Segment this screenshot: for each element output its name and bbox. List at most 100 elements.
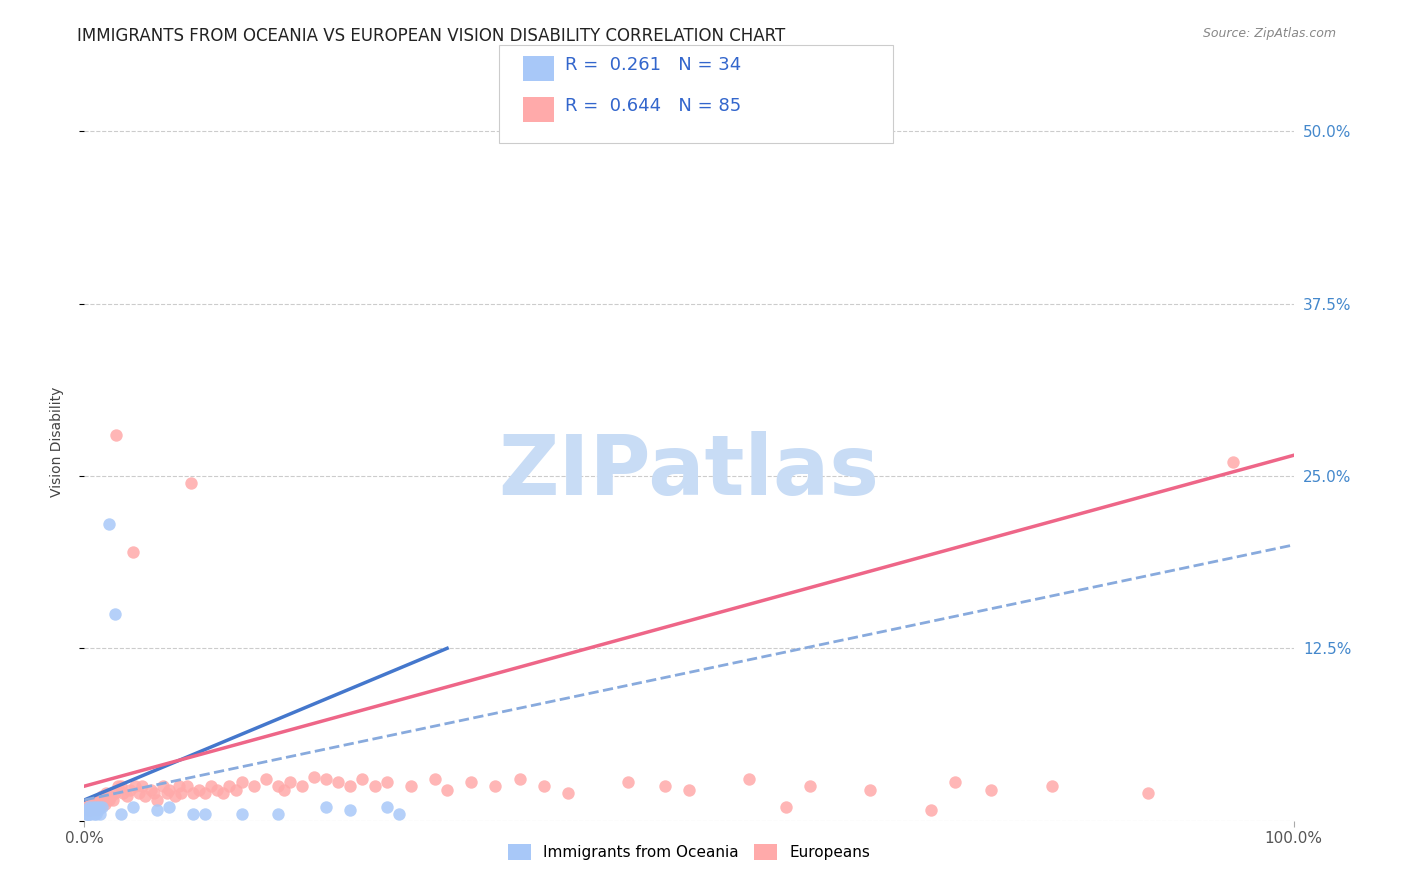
Point — [87, 800, 110, 814]
Point — [212, 786, 235, 800]
Point — [82, 797, 104, 811]
Point — [1040, 779, 1063, 793]
Point — [104, 427, 127, 442]
Point — [107, 779, 129, 793]
Legend: Immigrants from Oceania, Europeans: Immigrants from Oceania, Europeans — [502, 838, 876, 866]
Point — [83, 806, 105, 821]
Point — [77, 797, 100, 811]
Point — [181, 806, 204, 821]
Point — [93, 793, 115, 807]
Point — [139, 783, 162, 797]
Point — [231, 775, 253, 789]
Point — [75, 800, 97, 814]
Point — [980, 783, 1002, 797]
Point — [97, 793, 120, 807]
Point — [80, 805, 103, 820]
Point — [84, 793, 107, 807]
Point — [291, 779, 314, 793]
Point — [89, 800, 111, 814]
Point — [84, 803, 107, 817]
Point — [97, 517, 120, 532]
Point — [194, 786, 217, 800]
Point — [76, 803, 98, 817]
Point — [94, 786, 117, 800]
Point — [170, 786, 193, 800]
Point — [188, 783, 211, 797]
Point — [315, 772, 337, 787]
Point — [231, 806, 253, 821]
Point — [112, 786, 135, 800]
Point — [76, 806, 98, 821]
Point — [557, 786, 579, 800]
Point — [77, 806, 100, 821]
Point — [77, 803, 100, 817]
Point — [273, 783, 295, 797]
Point — [89, 806, 111, 821]
Point — [83, 800, 105, 814]
Point — [352, 772, 374, 787]
Point — [75, 806, 97, 821]
Point — [920, 803, 942, 817]
Point — [339, 779, 361, 793]
Point — [165, 789, 187, 803]
Text: R =  0.644   N = 85: R = 0.644 N = 85 — [565, 97, 741, 115]
Point — [87, 793, 110, 807]
Point — [200, 779, 222, 793]
Point — [77, 806, 100, 821]
Point — [79, 806, 101, 821]
Point — [423, 772, 446, 787]
Point — [315, 800, 337, 814]
Text: IMMIGRANTS FROM OCEANIA VS EUROPEAN VISION DISABILITY CORRELATION CHART: IMMIGRANTS FROM OCEANIA VS EUROPEAN VISI… — [77, 27, 786, 45]
Point — [375, 800, 398, 814]
Point — [254, 772, 277, 787]
Point — [79, 800, 101, 814]
Y-axis label: Vision Disability: Vision Disability — [49, 386, 63, 497]
Point — [859, 783, 882, 797]
Point — [157, 783, 180, 797]
Point — [103, 793, 125, 807]
Point — [110, 806, 132, 821]
Point — [267, 806, 290, 821]
Point — [91, 800, 114, 814]
Point — [267, 779, 290, 793]
Point — [155, 786, 177, 800]
Point — [121, 800, 143, 814]
Point — [94, 797, 117, 811]
Point — [100, 789, 122, 803]
Point — [242, 779, 264, 793]
Point — [225, 783, 247, 797]
Point — [91, 789, 114, 803]
Point — [82, 800, 104, 814]
Point — [86, 803, 108, 817]
Text: R =  0.261   N = 34: R = 0.261 N = 34 — [565, 56, 741, 74]
Point — [302, 770, 325, 784]
Point — [678, 783, 700, 797]
Point — [146, 803, 169, 817]
Point — [218, 779, 240, 793]
Point — [775, 800, 797, 814]
Point — [128, 786, 150, 800]
Point — [533, 779, 555, 793]
Point — [509, 772, 531, 787]
Point — [131, 779, 153, 793]
Point — [124, 779, 146, 793]
Point — [484, 779, 506, 793]
Point — [1137, 786, 1160, 800]
Point — [436, 783, 458, 797]
Point — [943, 775, 966, 789]
Point — [77, 800, 100, 814]
Point — [654, 779, 676, 793]
Point — [207, 783, 229, 797]
Point — [460, 775, 482, 789]
Point — [76, 803, 98, 817]
Point — [617, 775, 640, 789]
Point — [278, 775, 301, 789]
Point — [143, 786, 166, 800]
Point — [194, 806, 217, 821]
Point — [104, 786, 127, 800]
Point — [167, 779, 190, 793]
Point — [86, 803, 108, 817]
Point — [152, 779, 174, 793]
Point — [180, 475, 202, 490]
Point — [157, 800, 180, 814]
